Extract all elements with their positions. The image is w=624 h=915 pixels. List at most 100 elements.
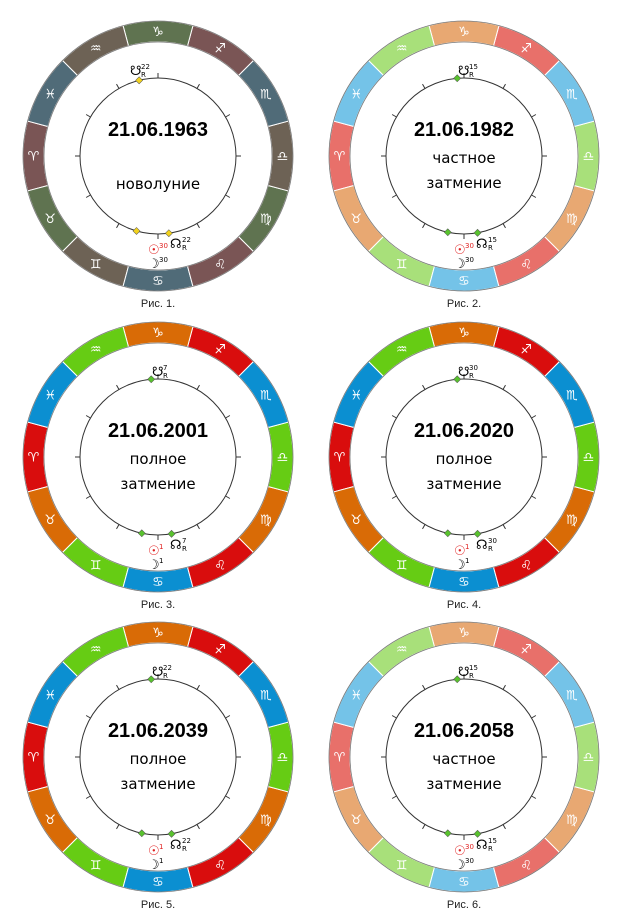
house-tick: [196, 384, 200, 390]
north-node-icon: ☊: [170, 838, 182, 853]
north-node-icon: ☊: [476, 237, 488, 252]
house-tick: [531, 795, 537, 799]
north-node-icon: ☊: [170, 237, 182, 252]
gemini-glyph-icon: ♊: [396, 858, 408, 873]
planet-marker: [453, 675, 462, 684]
virgo-glyph-icon: ♍: [566, 212, 578, 227]
sun-icon: ☉: [454, 544, 466, 559]
chart-date: 21.06.1963: [108, 119, 208, 141]
scorpio-glyph-icon: ♏: [566, 87, 578, 102]
aries-glyph-icon: ♈: [334, 150, 346, 165]
south-node-retro: R: [163, 672, 168, 680]
libra-glyph-icon: ♎: [583, 150, 595, 165]
libra-glyph-icon: ♎: [277, 150, 289, 165]
moon-icon: ☽: [148, 257, 160, 272]
scorpio-glyph-icon: ♏: [260, 87, 272, 102]
taurus-glyph-icon: ♉: [44, 212, 56, 227]
house-tick: [196, 524, 200, 530]
scorpio-glyph-icon: ♏: [260, 688, 272, 703]
sun-degree: 30: [465, 843, 474, 851]
house-tick: [502, 524, 506, 530]
house-tick: [422, 524, 426, 530]
house-tick: [531, 194, 537, 198]
virgo-glyph-icon: ♍: [260, 813, 272, 828]
planet-marker: [147, 375, 156, 384]
house-tick: [116, 524, 120, 530]
south-node-retro: R: [141, 71, 146, 79]
sagittarius-glyph-icon: ♐: [520, 42, 532, 57]
house-tick: [116, 384, 120, 390]
house-tick: [225, 715, 231, 719]
north-node-retro: R: [488, 545, 493, 553]
house-tick: [531, 495, 537, 499]
gemini-glyph-icon: ♊: [90, 858, 102, 873]
house-tick: [116, 223, 120, 229]
north-node-degree: 22: [182, 837, 191, 845]
planet-marker: [473, 829, 482, 838]
inner-ring-border: [349, 41, 579, 271]
aquarius-glyph-icon: ♒: [396, 643, 408, 658]
aquarius-glyph-icon: ♒: [90, 643, 102, 658]
chart-date: 21.06.1982: [414, 119, 514, 141]
chart-date: 21.06.2039: [108, 720, 208, 742]
chart-eclipse-type: новолуние: [116, 175, 200, 193]
sun-degree: 1: [465, 543, 469, 551]
aries-glyph-icon: ♈: [28, 751, 40, 766]
planet-marker: [137, 829, 146, 838]
south-node-retro: R: [469, 71, 474, 79]
scorpio-glyph-icon: ♏: [566, 388, 578, 403]
south-node-degree: 15: [469, 63, 478, 71]
north-node-degree: 30: [488, 537, 497, 545]
chart-eclipse-type: затмение: [120, 475, 195, 493]
house-tick: [85, 495, 91, 499]
inner-ring-border: [43, 41, 273, 271]
north-node-degree: 22: [182, 236, 191, 244]
house-tick: [502, 223, 506, 229]
house-tick: [502, 684, 506, 690]
house-tick: [422, 684, 426, 690]
sun-icon: ☉: [148, 844, 160, 859]
north-node-retro: R: [488, 845, 493, 853]
sun-icon: ☉: [148, 243, 160, 258]
north-node-icon: ☊: [476, 538, 488, 553]
house-tick: [225, 415, 231, 419]
house-tick: [85, 415, 91, 419]
libra-glyph-icon: ♎: [277, 751, 289, 766]
chart-eclipse-type: полное: [436, 450, 493, 468]
gemini-glyph-icon: ♊: [396, 257, 408, 272]
chart-eclipse-type: частное: [432, 149, 495, 167]
house-tick: [391, 795, 397, 799]
north-node-retro: R: [488, 244, 493, 252]
north-node-degree: 15: [488, 837, 497, 845]
planet-marker: [137, 529, 146, 538]
chart-eclipse-type: затмение: [426, 775, 501, 793]
chart-eclipse-type: частное: [432, 750, 495, 768]
outer-ring-border: [22, 321, 294, 593]
house-tick: [391, 415, 397, 419]
planet-marker: [443, 228, 452, 237]
house-tick: [422, 384, 426, 390]
planet-marker: [135, 76, 144, 85]
south-node-degree: 7: [163, 364, 167, 372]
house-tick: [116, 684, 120, 690]
chart-4: ♈♉♊♋♌♍♎♏♐♑♒♓☋ 30R☊ 30R☉ 1☽ 121.06.2020полное…: [328, 321, 600, 611]
pisces-glyph-icon: ♓: [44, 87, 56, 102]
pisces-glyph-icon: ♓: [350, 388, 362, 403]
leo-glyph-icon: ♌: [520, 858, 532, 873]
inner-ring-border: [349, 342, 579, 572]
house-tick: [502, 824, 506, 830]
outer-ring-border: [22, 20, 294, 292]
north-node-degree: 15: [488, 236, 497, 244]
planet-marker: [453, 74, 462, 83]
aries-glyph-icon: ♈: [28, 150, 40, 165]
outer-ring-border: [328, 621, 600, 893]
capricorn-glyph-icon: ♑: [152, 25, 164, 40]
south-node-icon: ☋: [458, 665, 470, 680]
libra-glyph-icon: ♎: [583, 451, 595, 466]
house-tick: [196, 223, 200, 229]
taurus-glyph-icon: ♉: [44, 813, 56, 828]
cancer-glyph-icon: ♋: [152, 875, 164, 890]
outer-ring-border: [22, 621, 294, 893]
aquarius-glyph-icon: ♒: [396, 42, 408, 57]
south-node-icon: ☋: [152, 365, 164, 380]
